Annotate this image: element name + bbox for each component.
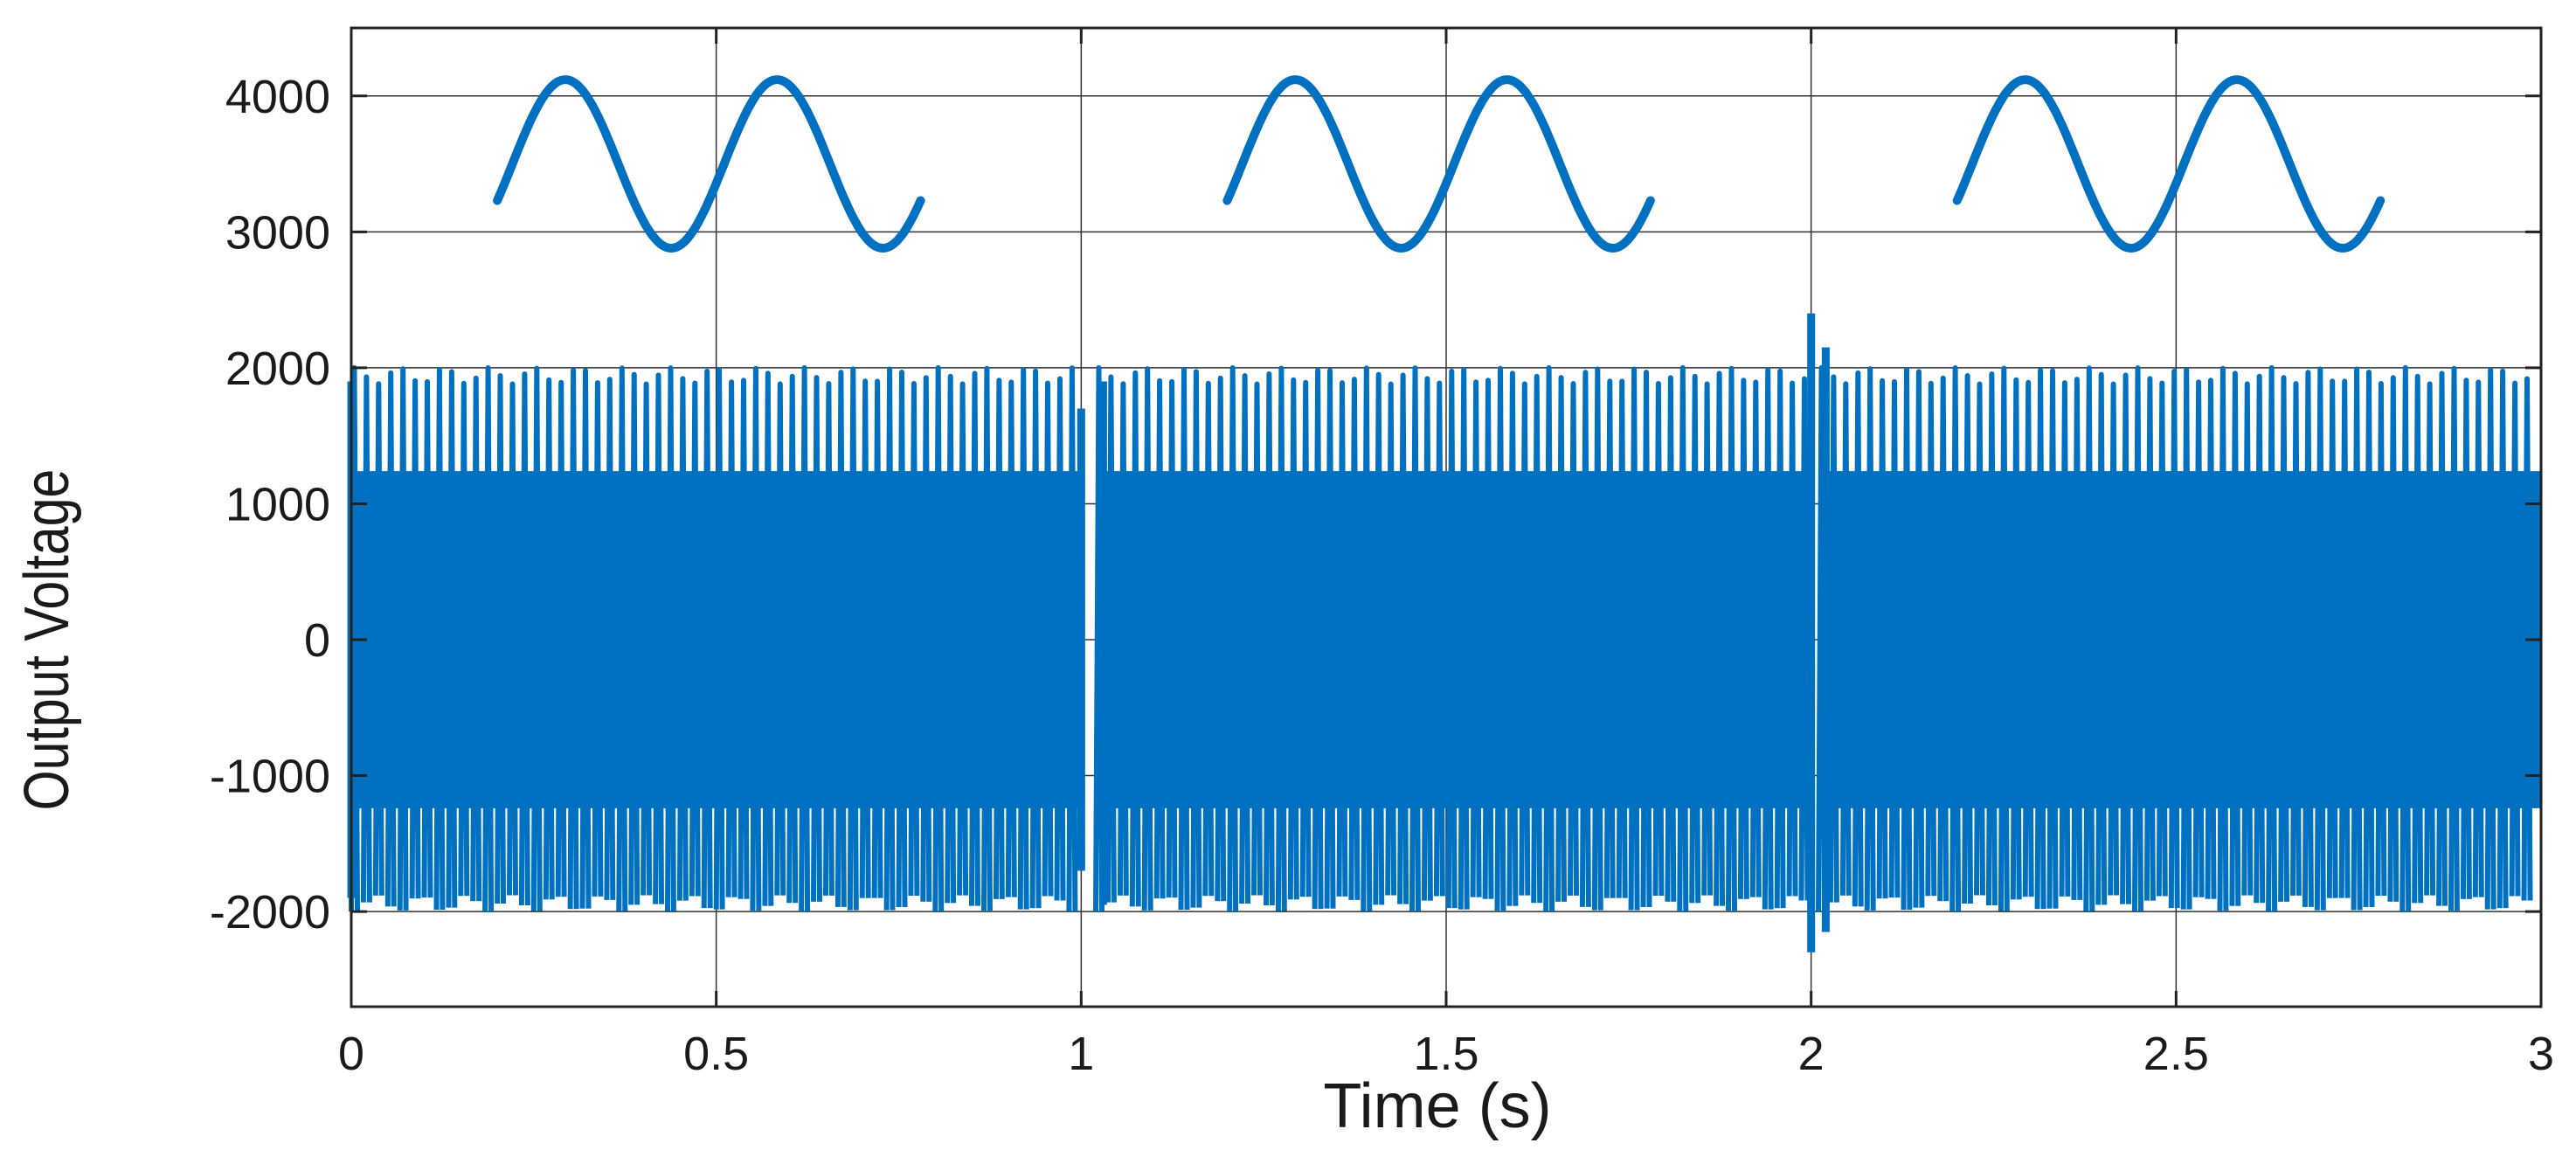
- x-axis-title: Time (s): [1323, 1071, 1551, 1141]
- x-tick-label: 1: [1068, 1028, 1094, 1080]
- x-tick-label: 3: [2528, 1028, 2554, 1080]
- output-voltage-series: [1093, 364, 1811, 912]
- y-tick-label: 2000: [225, 343, 330, 395]
- y-tick-label: -2000: [210, 886, 330, 939]
- y-tick-label: 0: [304, 614, 330, 667]
- x-tick-label: 2.5: [2143, 1028, 2209, 1080]
- x-tick-label: 0: [338, 1028, 364, 1080]
- plot-area: [347, 75, 2541, 953]
- x-tick-label: 0.5: [683, 1028, 749, 1080]
- x-tick-label: 2: [1798, 1028, 1825, 1080]
- output-voltage-series: [1816, 364, 2533, 912]
- x-tick-label: 1.5: [1413, 1028, 1478, 1080]
- tick-labels: 0 0.5 1 1.5 2 2.5 3 -2000 -1000 0 1000 2000 3000 4000: [210, 71, 2554, 1080]
- zoom-inset-sine: [1222, 75, 1655, 253]
- zoom-inset-sine: [493, 75, 925, 253]
- y-axis-title: Output Voltage: [10, 469, 81, 811]
- y-tick-label: 1000: [225, 478, 330, 530]
- y-tick-label: 4000: [225, 71, 330, 123]
- y-tick-label: 3000: [225, 206, 330, 259]
- zoom-inset-sine: [1952, 75, 2386, 253]
- axis-ticks: [350, 28, 2543, 1007]
- y-tick-label: -1000: [210, 751, 330, 803]
